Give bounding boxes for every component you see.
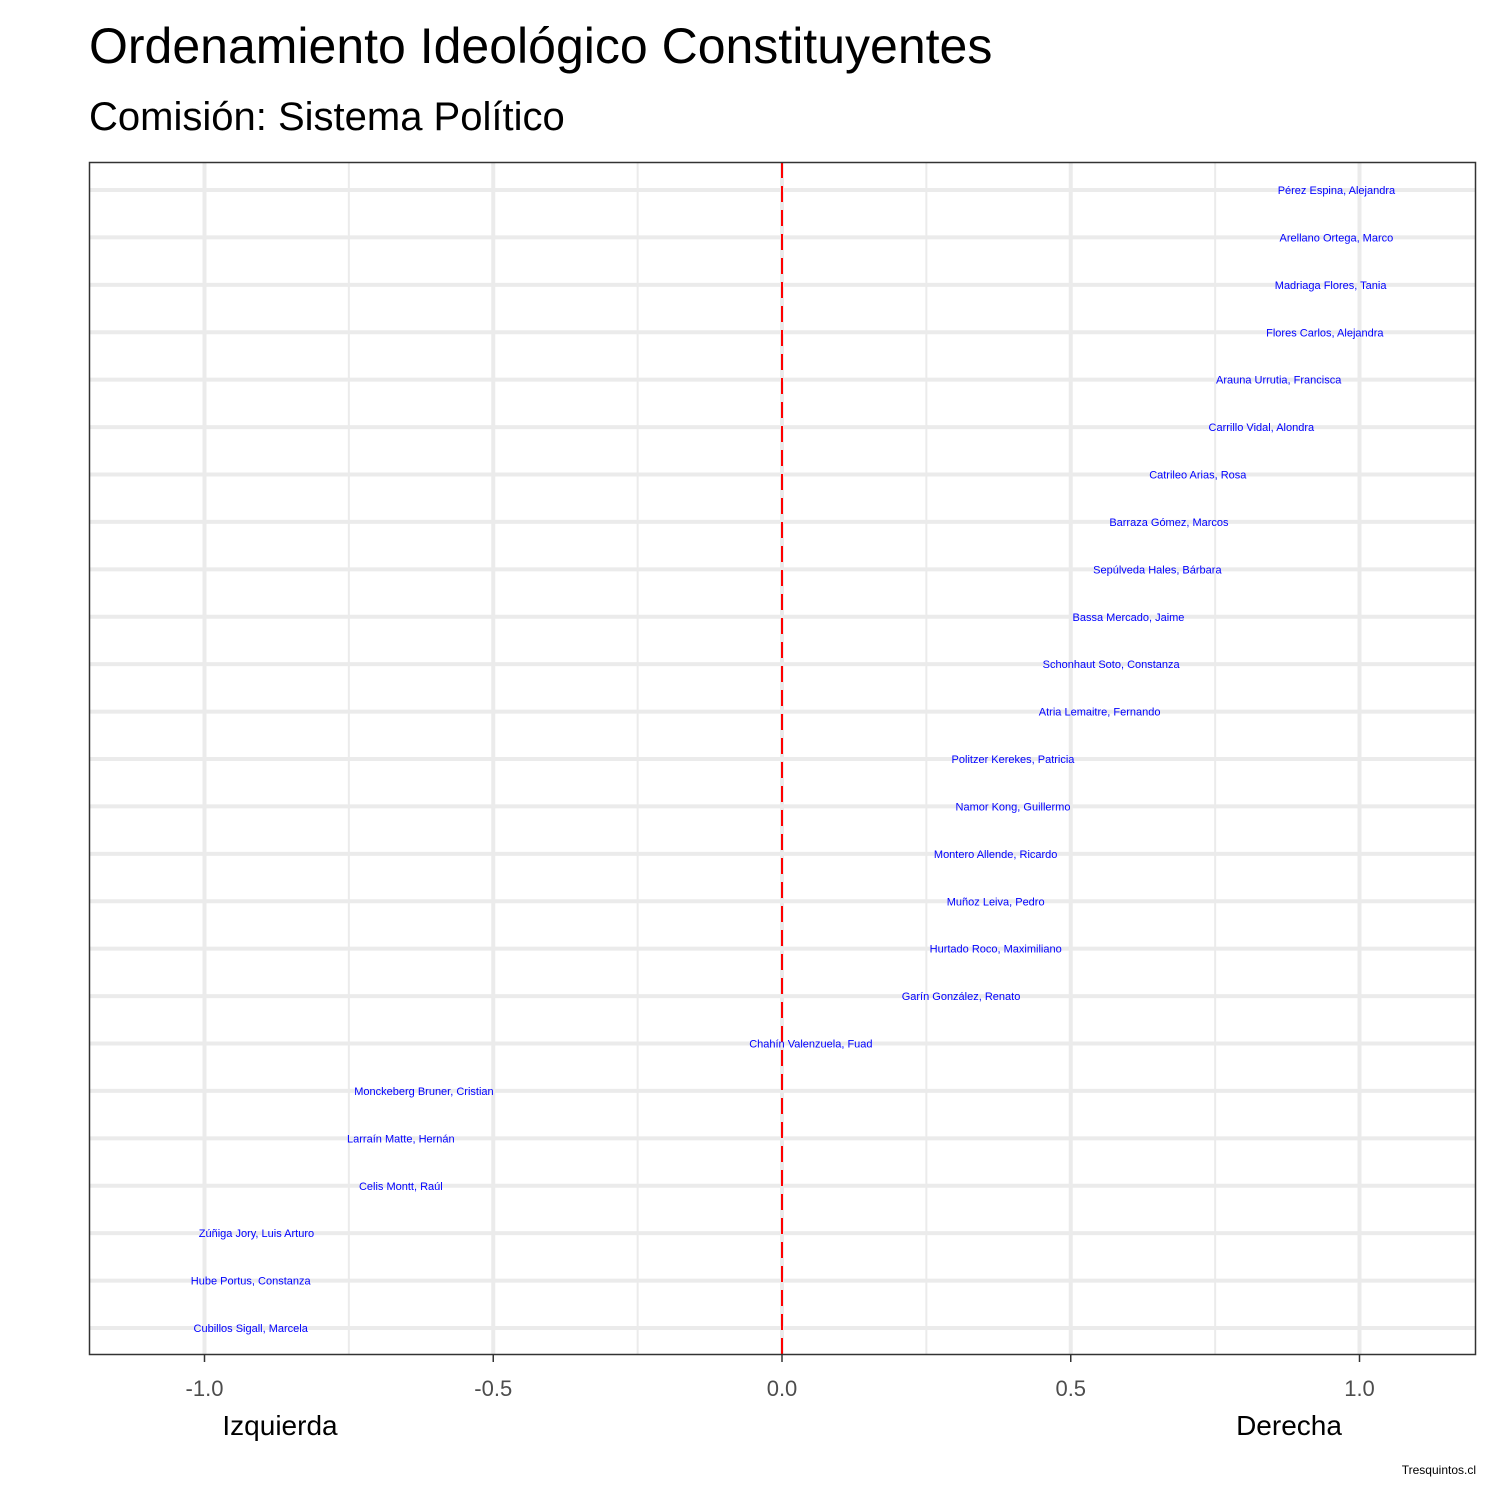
point-label: Sepúlveda Hales, Bárbara xyxy=(1093,564,1222,576)
point-label: Arellano Ortega, Marco xyxy=(1280,232,1394,244)
point-label: Chahín Valenzuela, Fuad xyxy=(749,1039,872,1051)
point-label: Carrillo Vidal, Alondra xyxy=(1209,422,1315,434)
x-tick-label: 1.0 xyxy=(1344,1376,1375,1401)
point-label: Politzer Kerekes, Patricia xyxy=(952,754,1076,766)
xlabel-right: Derecha xyxy=(1236,1410,1342,1441)
point-label: Bassa Mercado, Jaime xyxy=(1073,612,1185,624)
caption: Tresquintos.cl xyxy=(1402,1463,1476,1477)
x-tick-label: 0.5 xyxy=(1055,1376,1086,1401)
point-label: Atria Lemaitre, Fernando xyxy=(1039,707,1161,719)
point-label: Hube Portus, Constanza xyxy=(191,1276,312,1288)
point-label: Barraza Gómez, Marcos xyxy=(1109,517,1229,529)
chart-title: Ordenamiento Ideológico Constituyentes xyxy=(89,18,992,74)
point-label: Montero Allende, Ricardo xyxy=(934,849,1058,861)
point-label: Monckeberg Bruner, Cristian xyxy=(354,1086,493,1098)
point-label: Celis Montt, Raúl xyxy=(359,1181,443,1193)
point-label: Hurtado Roco, Maximiliano xyxy=(930,944,1062,956)
xlabel-left: Izquierda xyxy=(222,1410,338,1441)
point-label: Garín González, Renato xyxy=(902,991,1021,1003)
point-label: Larraín Matte, Hernán xyxy=(347,1133,455,1145)
x-tick-label: -1.0 xyxy=(186,1376,224,1401)
point-label: Arauna Urrutia, Francisca xyxy=(1216,375,1342,387)
point-label: Pérez Espina, Alejandra xyxy=(1278,185,1396,197)
point-labels: Pérez Espina, Alejandra Arellano Ortega, … xyxy=(191,185,1396,1335)
point-label: Muñoz Leiva, Pedro xyxy=(947,896,1045,908)
point-label: Madriaga Flores, Tania xyxy=(1275,280,1388,292)
chart-subtitle: Comisión: Sistema Político xyxy=(89,95,565,139)
x-tick-label: -0.5 xyxy=(474,1376,512,1401)
x-axis: -1.0 -0.5 0.0 0.5 1.0 xyxy=(186,1354,1375,1401)
point-label: Schonhaut Soto, Constanza xyxy=(1043,659,1181,671)
point-label: Catrileo Arias, Rosa xyxy=(1149,470,1247,482)
point-label: Cubillos Sigall, Marcela xyxy=(194,1323,309,1335)
point-label: Namor Kong, Guillermo xyxy=(956,801,1071,813)
x-tick-label: 0.0 xyxy=(767,1376,798,1401)
point-label: Zúñiga Jory, Luis Arturo xyxy=(199,1228,314,1240)
point-label: Flores Carlos, Alejandra xyxy=(1266,327,1384,339)
